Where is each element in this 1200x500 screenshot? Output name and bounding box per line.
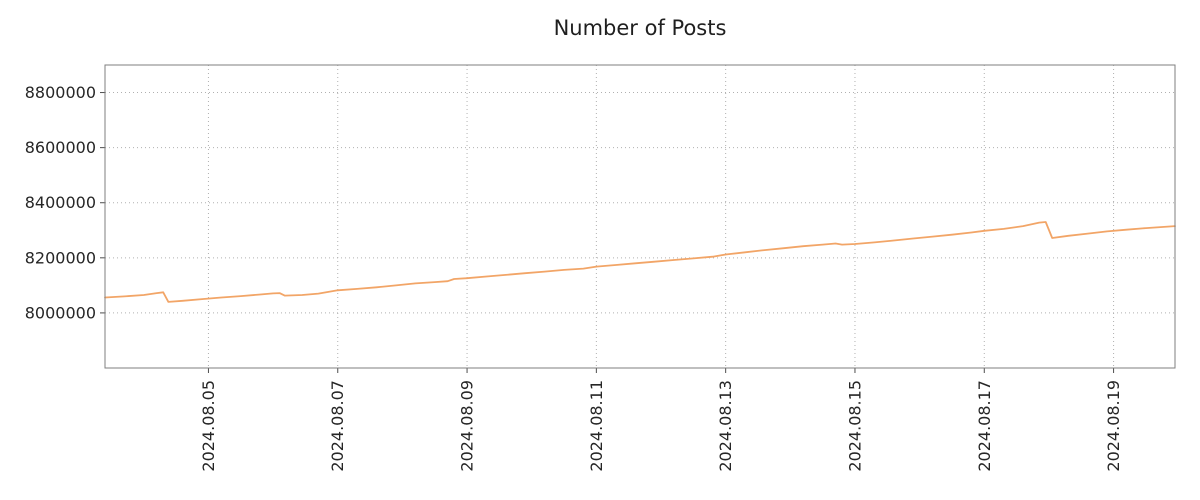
x-tick-label: 2024.08.15 — [845, 380, 864, 472]
x-tick-label: 2024.08.11 — [587, 380, 606, 472]
y-tick-label: 8400000 — [25, 193, 96, 212]
y-tick-label: 8600000 — [25, 138, 96, 157]
data-series-line — [104, 221, 1176, 303]
y-tick-label: 8800000 — [25, 83, 96, 102]
x-tick-label: 2024.08.09 — [458, 380, 477, 472]
x-tick-label: 2024.08.05 — [199, 380, 218, 472]
chart-title: Number of Posts — [553, 16, 727, 40]
y-tick-label: 8000000 — [25, 303, 96, 322]
y-tick-label: 8200000 — [25, 248, 96, 267]
x-tick-label: 2024.08.13 — [716, 380, 735, 472]
plot-border — [104, 64, 1176, 369]
x-tick-label: 2024.08.07 — [328, 380, 347, 472]
x-tick-label: 2024.08.17 — [975, 380, 994, 472]
x-tick-label: 2024.08.19 — [1104, 380, 1123, 472]
